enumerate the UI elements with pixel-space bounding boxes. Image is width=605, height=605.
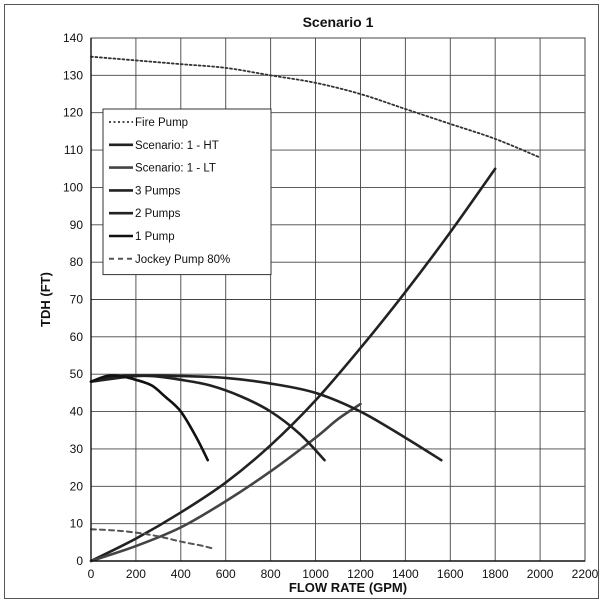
y-tick-label: 110	[64, 143, 83, 157]
legend-label-1-pump: 1 Pump	[135, 231, 175, 243]
y-tick-label: 30	[70, 442, 84, 456]
y-tick-label: 20	[70, 479, 84, 493]
x-tick-label: 1000	[302, 567, 329, 581]
series-group	[89, 55, 541, 563]
y-tick-label: 60	[70, 330, 84, 344]
x-tick-label: 1200	[347, 567, 374, 581]
series-line-jockey-pump-80	[90, 528, 216, 551]
series-line-1-pump	[89, 374, 210, 462]
y-tick-label: 140	[63, 31, 83, 45]
legend-label-2-pumps: 2 Pumps	[135, 208, 181, 220]
y-tick-label: 100	[63, 180, 83, 194]
y-tick-label: 70	[70, 293, 84, 307]
x-axis-title: FLOW RATE (GPM)	[289, 580, 407, 595]
y-tick-label: 80	[70, 255, 84, 269]
legend: Fire Pump Scenario: 1 - HT Scenario: 1 - L…	[102, 108, 272, 276]
series-line-fire-pump	[90, 55, 541, 159]
chart-title: Scenario 1	[303, 14, 374, 30]
legend-label-scenario-1-ht: Scenario: 1 - HT	[135, 140, 219, 152]
y-tick-label: 50	[70, 367, 84, 381]
y-tick-label: 0	[76, 554, 83, 568]
x-tick-label: 1800	[482, 567, 509, 581]
y-tick-label: 130	[63, 68, 83, 82]
series-line-2-pumps	[89, 374, 326, 462]
legend-label-fire-pump: Fire Pump	[135, 117, 188, 129]
x-tick-label: 2200	[572, 567, 598, 581]
y-tick-label: 120	[63, 106, 83, 120]
x-tick-label: 0	[88, 567, 95, 581]
series-line-scenario-1-lt	[89, 402, 362, 563]
chart-frame: 0 200 400 600 800 1000 1200 1400 1600 1800 2000 220…	[4, 4, 599, 599]
x-tick-label: 1600	[437, 567, 464, 581]
y-tick-label: 90	[70, 218, 84, 232]
x-tick-label: 2000	[527, 567, 554, 581]
legend-label-3-pumps: 3 Pumps	[135, 185, 181, 197]
y-tick-label: 40	[70, 405, 84, 419]
x-tick-label: 600	[216, 567, 236, 581]
x-tick-label: 1400	[392, 567, 419, 581]
y-axis-title: TDH (FT)	[38, 272, 53, 327]
x-tick-label: 800	[261, 567, 281, 581]
x-tick-label: 200	[126, 567, 146, 581]
series-line-scenario-1-ht	[89, 167, 497, 563]
x-tick-label: 400	[171, 567, 191, 581]
legend-label-scenario-1-lt: Scenario: 1 - LT	[135, 163, 216, 175]
y-tick-label: 10	[70, 517, 84, 531]
legend-box	[102, 108, 272, 276]
legend-label-jockey-pump-80: Jockey Pump 80%	[135, 254, 230, 266]
axes: 0 200 400 600 800 1000 1200 1400 1600 1800 2000 220…	[63, 31, 598, 581]
line-chart: 0 200 400 600 800 1000 1200 1400 1600 1800 2000 220…	[38, 14, 598, 595]
